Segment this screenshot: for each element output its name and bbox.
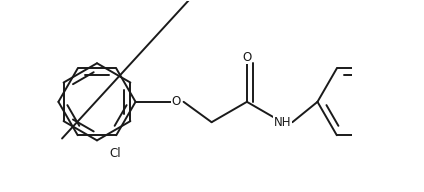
Text: NH: NH <box>273 116 291 129</box>
Text: O: O <box>172 95 181 108</box>
Text: Cl: Cl <box>109 147 120 160</box>
Text: O: O <box>242 51 251 64</box>
